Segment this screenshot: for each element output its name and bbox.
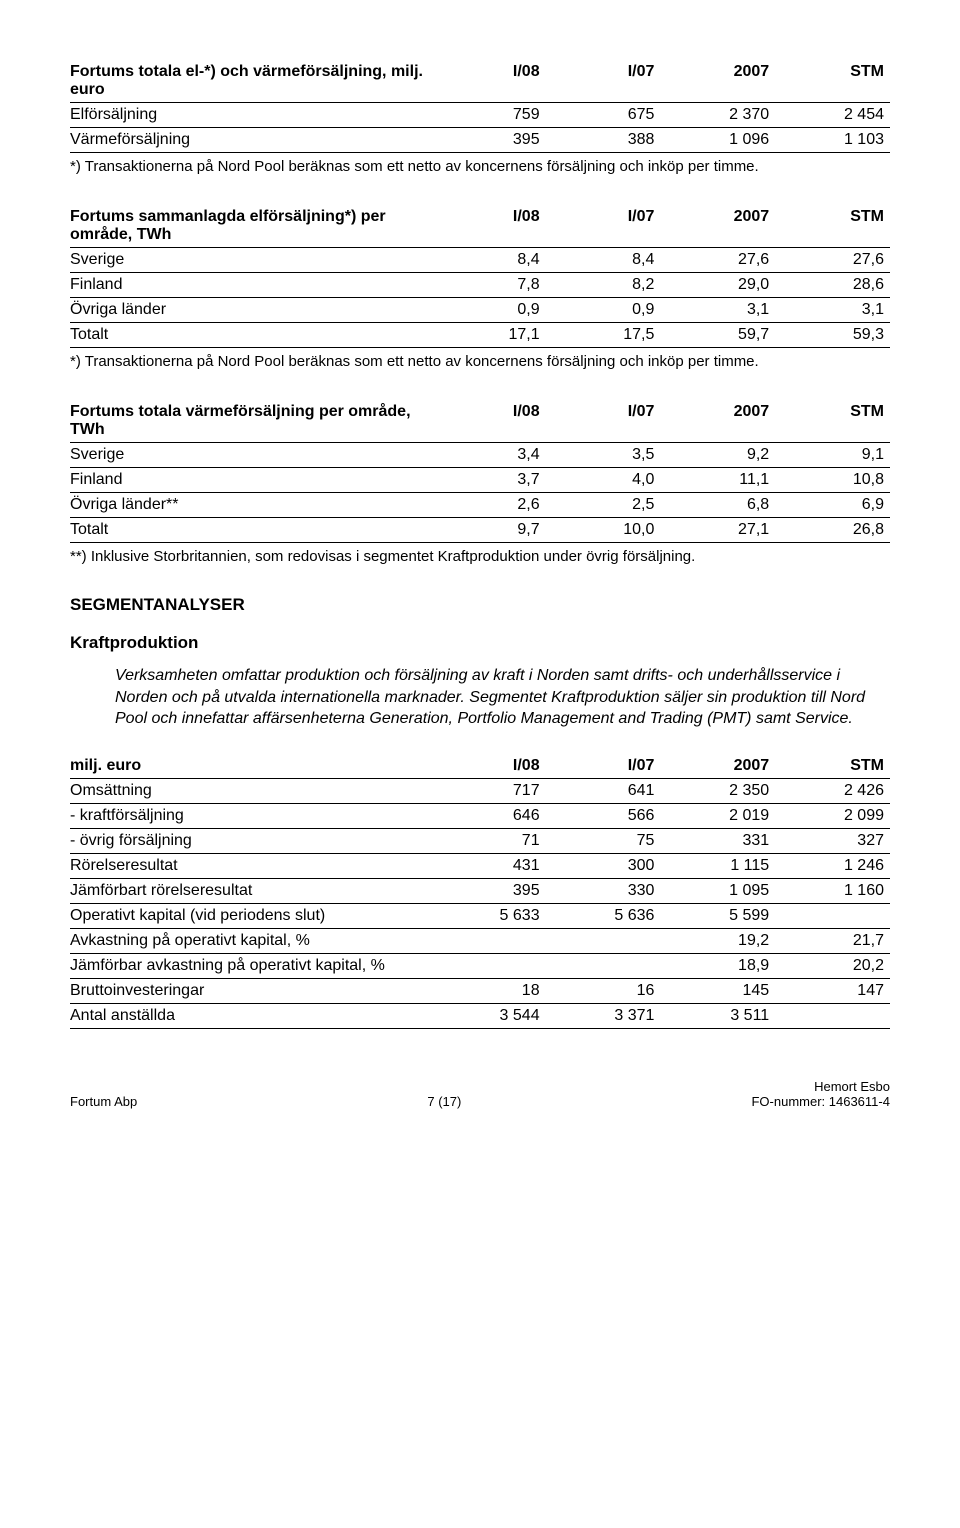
- page-footer: Fortum Abp 7 (17) Hemort Esbo FO-nummer:…: [70, 1079, 890, 1109]
- table-el-sales-region: Fortums sammanlagda elförsäljning*) per …: [70, 205, 890, 348]
- table3-note: **) Inklusive Storbritannien, som redovi…: [70, 548, 890, 565]
- footer-right: Hemort Esbo FO-nummer: 1463611-4: [751, 1079, 890, 1109]
- footer-left: Fortum Abp: [70, 1094, 137, 1109]
- table-segment-kraft: milj. euro I/08 I/07 2007 STM Omsättning…: [70, 754, 890, 1029]
- table4-title: milj. euro: [70, 754, 431, 779]
- table1-title: Fortums totala el-*) och värmeförsäljnin…: [70, 60, 431, 103]
- table1-note: *) Transaktionerna på Nord Pool beräknas…: [70, 158, 890, 175]
- segment-body: Verksamheten omfattar produktion och för…: [115, 665, 890, 730]
- footer-center: 7 (17): [427, 1094, 461, 1109]
- table-heat-sales-region: Fortums totala värmeförsäljning per områ…: [70, 400, 890, 543]
- segment-subheading: Kraftproduktion: [70, 633, 890, 653]
- table-total-sales: Fortums totala el-*) och värmeförsäljnin…: [70, 60, 890, 153]
- table2-title: Fortums sammanlagda elförsäljning*) per …: [70, 205, 431, 248]
- segment-heading: SEGMENTANALYSER: [70, 595, 890, 615]
- table3-title: Fortums totala värmeförsäljning per områ…: [70, 400, 431, 443]
- table2-note: *) Transaktionerna på Nord Pool beräknas…: [70, 353, 890, 370]
